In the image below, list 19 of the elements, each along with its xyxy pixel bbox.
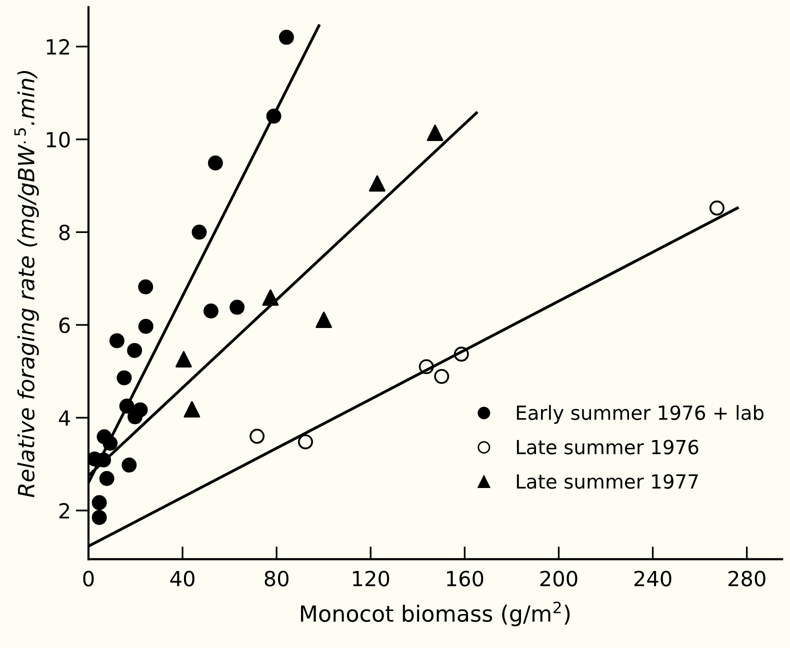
x-tick-label: 240 [634,570,672,586]
y-tick-label: 10 [46,132,70,148]
y-tick-label: 12 [46,39,70,54]
x-tick-label: 80 [264,570,288,586]
x-tick-label: 160 [447,570,484,586]
legend-label: Late summer 1976 [516,440,698,454]
y-tick-label: 6 [59,317,70,334]
x-tick-label: 200 [540,570,578,586]
x-tick-label: 280 [728,570,766,586]
legend-label: Late summer 1977 [516,474,698,489]
x-axis-title: Monocot biomass (g/m$^{2}$) [301,602,570,626]
x-tick-label: 40 [170,570,194,586]
legend-label: Early summer 1976 + lab [516,405,764,424]
y-axis-title: Relative foraging rate (mg/gBW$^{.5}$.min) [14,70,39,498]
y-tick-label: 4 [58,410,70,426]
y-tick-label: 2 [59,502,70,518]
x-tick-label: 0 [83,570,94,586]
x-tick-label: 120 [353,570,390,586]
y-tick-label: 8 [59,224,70,240]
